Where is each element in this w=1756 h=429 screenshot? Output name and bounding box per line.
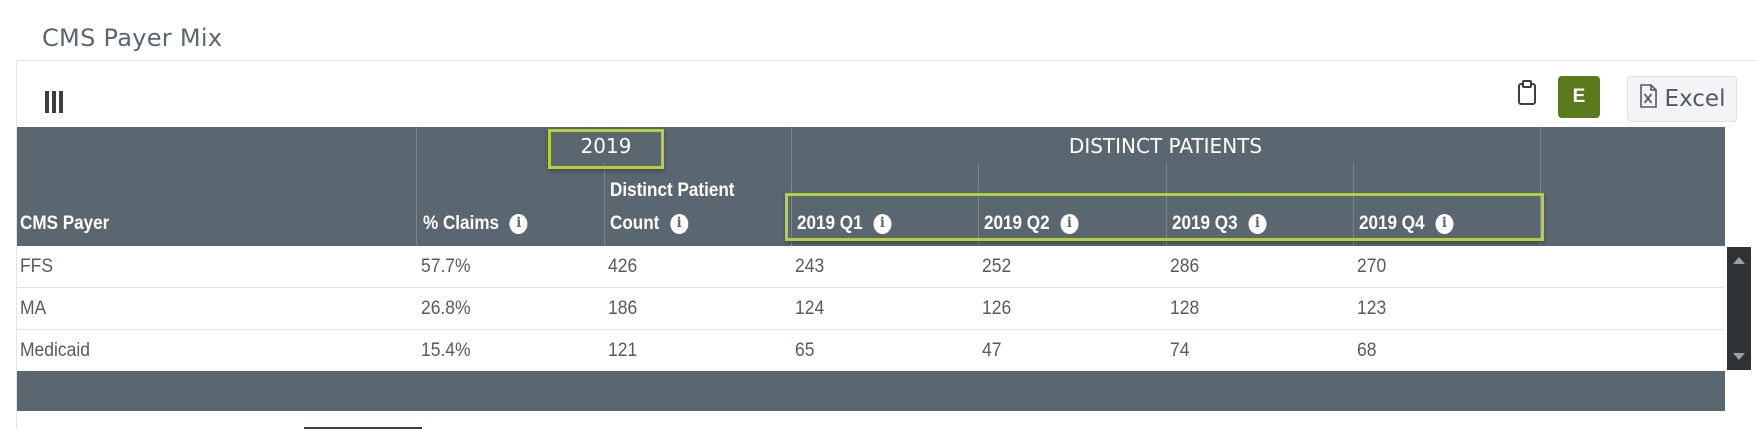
table-body: FFS 57.7% 426 243 252 286 270 MA 26.8% 1… [17,246,1725,371]
highlight-quarters-box [785,193,1544,241]
excel-button-label: Excel [1664,86,1726,112]
info-icon[interactable]: i [1435,213,1454,234]
vertical-scrollbar[interactable] [1727,247,1751,370]
column-header-label: Distinct Patient [610,180,735,201]
info-icon[interactable]: i [1060,213,1079,234]
column-header-label: 2019 Q4 [1359,213,1425,234]
column-header-label: 2019 Q3 [1172,213,1238,234]
scroll-down-icon[interactable] [1733,353,1745,360]
column-header-cms-payer[interactable]: CMS Payer [17,163,416,246]
bottom-tab-indicator [304,427,422,429]
column-header-label: Count [610,213,660,234]
excel-export-button[interactable]: Excel [1627,76,1737,122]
info-icon[interactable]: i [509,213,528,234]
cell-q3: 286 [1170,256,1200,277]
page-title: CMS Payer Mix [42,24,223,52]
cell-q3: 74 [1170,340,1190,361]
cell-count: 426 [608,256,638,277]
cell-count: 121 [608,340,638,361]
clipboard-icon[interactable] [1515,79,1541,109]
grid-toolbar: E Excel [17,61,1756,127]
highlight-year-box [548,129,664,169]
column-header-label: 2019 Q1 [797,213,863,234]
column-header-label: % Claims [423,213,500,234]
cell-payer: Medicaid [20,340,90,361]
cell-q2: 126 [982,298,1012,319]
group-header-year: 2019 [580,134,632,158]
excel-file-icon [1639,84,1657,114]
column-header-distinct-patient-count[interactable]: Distinct Patient Count i [607,163,791,246]
cell-payer: MA [20,298,47,319]
cell-claims: 15.4% [421,340,471,361]
cell-q2: 47 [982,340,1002,361]
cell-count: 186 [608,298,638,319]
cell-payer: FFS [20,256,54,277]
e-button[interactable]: E [1558,76,1600,118]
grid-panel: E Excel 2019 DISTINCT PATIENTS CMS Payer [16,60,1756,429]
cell-q3: 128 [1170,298,1200,319]
table-row[interactable]: Medicaid 15.4% 121 65 47 74 68 [17,330,1725,371]
cell-q4: 68 [1357,340,1377,361]
table-header: 2019 DISTINCT PATIENTS CMS Payer % Claim… [17,127,1725,246]
column-header-2019-q1[interactable]: 2019 Q1 i [794,163,978,246]
column-header-label: CMS Payer [20,213,110,234]
table-row[interactable]: FFS 57.7% 426 243 252 286 270 [17,246,1725,288]
info-icon[interactable]: i [1248,213,1267,234]
columns-icon[interactable] [45,91,65,113]
column-header-claims[interactable]: % Claims i [420,163,604,246]
cell-q2: 252 [982,256,1012,277]
cell-claims: 57.7% [421,256,471,277]
cell-q1: 65 [795,340,815,361]
cell-q4: 270 [1357,256,1387,277]
column-header-2019-q3[interactable]: 2019 Q3 i [1169,163,1353,246]
cell-q4: 123 [1357,298,1387,319]
cell-claims: 26.8% [421,298,471,319]
info-icon[interactable]: i [873,213,892,234]
cell-q1: 243 [795,256,825,277]
table-footer [17,371,1725,411]
table-row[interactable]: MA 26.8% 186 124 126 128 123 [17,288,1725,330]
info-icon[interactable]: i [670,213,689,234]
group-header-distinct-patients: DISTINCT PATIENTS [1068,134,1263,158]
column-header-2019-q4[interactable]: 2019 Q4 i [1356,163,1540,246]
column-header-label: 2019 Q2 [984,213,1050,234]
cell-q1: 124 [795,298,825,319]
column-header-2019-q2[interactable]: 2019 Q2 i [981,163,1165,246]
scroll-up-icon[interactable] [1733,257,1745,264]
